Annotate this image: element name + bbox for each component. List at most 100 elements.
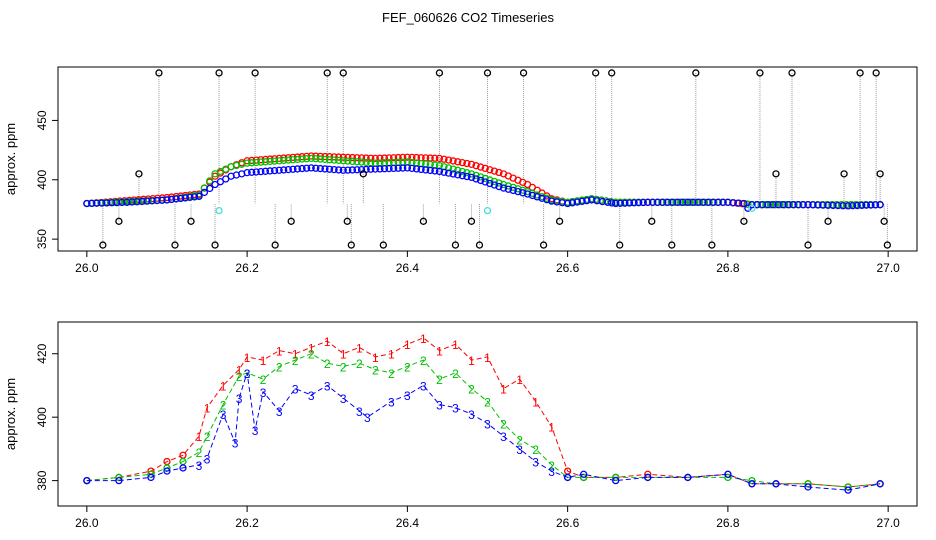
data-point-blue [172, 195, 180, 203]
data-point-green [335, 156, 343, 165]
data-point-black [708, 241, 716, 249]
series-marker-blue: 3 [468, 408, 475, 422]
series-point-green [580, 473, 588, 482]
x-tick-label: 26.2 [235, 516, 259, 530]
data-point-blue [853, 201, 861, 210]
series-marker-green: 2 [388, 367, 395, 381]
data-point-red [362, 154, 370, 162]
data-point-blue [568, 199, 577, 207]
series-marker-red: 1 [404, 338, 411, 352]
data-point-blue [463, 172, 471, 181]
data-point-blue [794, 201, 802, 209]
data-point-blue [376, 165, 384, 173]
data-point-cyan [483, 206, 492, 215]
series-marker-blue: 3 [196, 459, 203, 473]
series-marker-green: 2 [276, 360, 283, 374]
data-point-blue [523, 190, 532, 198]
series-marker-green: 2 [260, 373, 267, 387]
series-point-blue [876, 480, 884, 488]
data-point-blue [858, 201, 866, 210]
data-point-blue [167, 195, 176, 204]
data-point-black [876, 170, 884, 178]
data-point-green [597, 196, 605, 204]
series-marker-green: 2 [220, 398, 227, 412]
data-point-blue [519, 189, 527, 197]
data-point-blue [408, 164, 416, 173]
data-point-blue [769, 201, 777, 209]
plot-area [83, 69, 892, 249]
series-marker-red: 1 [204, 402, 211, 416]
data-point-red [458, 158, 466, 167]
data-point-blue [243, 169, 251, 177]
data-point-blue [699, 198, 707, 206]
data-point-blue [257, 167, 265, 176]
data-point-black [519, 69, 528, 77]
data-point-blue [467, 173, 476, 182]
data-point-blue [689, 198, 697, 206]
data-point-red [211, 172, 219, 180]
data-point-blue [871, 201, 880, 209]
data-point-green [344, 157, 352, 165]
data-point-black [155, 69, 163, 77]
series-marker-blue: 3 [404, 389, 411, 403]
series-point-blue [684, 473, 692, 482]
data-point-green [514, 185, 522, 193]
data-point-blue [93, 199, 101, 207]
series-marker-blue: 3 [340, 392, 347, 406]
data-point-blue [616, 199, 624, 207]
data-point-black [788, 69, 796, 77]
data-point-blue [248, 168, 256, 176]
data-point-red [495, 168, 503, 177]
data-point-blue [380, 165, 389, 173]
data-point-blue [353, 166, 361, 174]
data-point-blue [509, 186, 517, 195]
data-point-blue [103, 199, 111, 207]
data-point-blue [612, 199, 620, 208]
data-point-black [616, 241, 624, 249]
series-marker-red: 1 [436, 345, 443, 359]
data-point-blue [563, 199, 572, 208]
data-point-black [419, 217, 428, 225]
data-point-blue [435, 167, 444, 176]
data-point-black [824, 217, 832, 225]
data-point-blue [679, 198, 687, 206]
data-point-blue [298, 164, 306, 173]
data-point-blue [113, 198, 121, 207]
series-marker-blue: 3 [308, 389, 315, 403]
data-point-red [481, 164, 489, 173]
series-line-red [86, 337, 881, 488]
x-tick-label: 26.4 [396, 261, 420, 275]
data-point-red [385, 154, 393, 162]
data-point-red [476, 163, 485, 171]
series-marker-green: 2 [308, 348, 315, 362]
series-point-blue [83, 476, 91, 485]
series-marker-red: 1 [388, 348, 395, 362]
data-point-blue [573, 198, 581, 206]
data-point-green [298, 155, 306, 163]
data-point-green [307, 154, 315, 163]
data-point-green [523, 187, 532, 196]
series-marker-green: 2 [452, 367, 459, 381]
series-marker-green: 2 [292, 354, 299, 368]
data-point-blue [809, 201, 817, 209]
data-point-green [275, 157, 283, 165]
x-tick-label: 26.0 [75, 261, 99, 275]
data-point-blue [426, 166, 434, 175]
data-point-green [454, 166, 462, 174]
data-point-blue [190, 193, 199, 201]
data-point-blue [284, 165, 292, 174]
data-point-green [284, 156, 292, 164]
y-tick-label: 420 [35, 343, 49, 363]
data-point-blue [644, 198, 652, 206]
data-point-blue [654, 198, 662, 206]
data-point-blue [321, 165, 329, 173]
data-point-green [744, 200, 752, 208]
data-point-green [312, 155, 320, 163]
series-line-blue [86, 372, 881, 491]
series-marker-red: 1 [500, 383, 507, 397]
data-point-blue [389, 164, 398, 173]
data-point-black [756, 69, 764, 77]
x-tick-label: 26.0 [75, 516, 99, 530]
data-point-black [435, 69, 444, 77]
